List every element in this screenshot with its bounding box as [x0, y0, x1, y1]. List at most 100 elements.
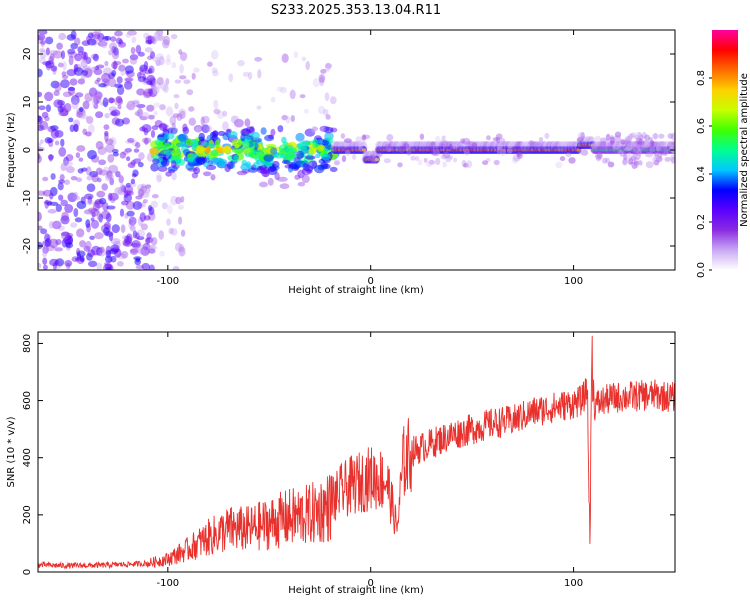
heatmap-cell: [54, 247, 63, 252]
heatmap-cell: [613, 135, 622, 143]
heatmap-cell: [46, 138, 54, 143]
heatmap-cell: [60, 199, 68, 207]
heatmap-cell: [119, 182, 125, 193]
heatmap-cell: [285, 115, 291, 124]
heatmap-cell: [109, 177, 115, 186]
heatmap-cell: [631, 161, 638, 169]
colorbar-tick-label: 0.0: [696, 262, 707, 278]
heatmap-cell: [281, 136, 287, 144]
heatmap-cell: [163, 84, 169, 94]
heatmap-cell: [73, 63, 79, 72]
heatmap-cell: [201, 115, 210, 124]
heatmap-cell: [114, 30, 123, 37]
heatmap-cell: [77, 46, 84, 53]
heatmap-cell: [333, 161, 340, 166]
heatmap-cell: [624, 137, 630, 143]
heatmap-cell: [329, 166, 338, 173]
heatmap-cell: [655, 155, 663, 163]
heatmap-cell: [111, 109, 121, 117]
heatmap-cell: [38, 154, 42, 164]
heatmap-cell: [440, 140, 449, 148]
heatmap-cell: [58, 225, 65, 232]
heatmap-cell: [49, 238, 59, 249]
heatmap-cell: [279, 183, 290, 190]
heatmap-cell: [495, 137, 501, 144]
heatmap-cell: [109, 42, 117, 51]
heatmap-cell: [277, 176, 288, 182]
heatmap-cell: [428, 159, 435, 165]
heatmap-cell: [170, 228, 178, 236]
heatmap-cell: [38, 30, 48, 35]
heatmap-cell: [453, 157, 458, 163]
heatmap-cell: [414, 156, 420, 161]
heatmap-cell: [657, 152, 663, 159]
heatmap-cell: [325, 114, 331, 120]
heatmap-cell: [117, 97, 123, 105]
heatmap-cell: [132, 99, 140, 105]
snr-x-ticks: -100 0 100: [156, 332, 583, 589]
heatmap-cell: [440, 154, 447, 160]
heatmap-cell: [127, 30, 137, 36]
heatmap-cell: [156, 175, 163, 183]
heatmap-cell: [516, 151, 522, 157]
heatmap-cell: [104, 255, 113, 263]
heatmap-cell: [58, 179, 66, 184]
colorbar-ticks: 0.0 0.2 0.4 0.6 0.8: [696, 70, 712, 278]
heatmap-cell: [159, 250, 165, 257]
heatmap-cell: [319, 76, 325, 87]
heatmap-cell: [109, 111, 118, 116]
heatmap-cell: [166, 204, 173, 215]
heatmap-cell: [93, 98, 100, 105]
heatmap-cell: [86, 253, 93, 261]
heatmap-cell: [124, 77, 134, 82]
heatmap-cell: [60, 79, 70, 89]
heatmap-cell: [217, 160, 227, 169]
heatmap-cell: [528, 140, 535, 146]
heatmap-cell: [38, 124, 45, 132]
heatmap-cell: [370, 149, 377, 158]
heatmap-cell: [200, 116, 205, 127]
heatmap-cell: [77, 168, 84, 174]
heatmap-cell: [39, 47, 45, 53]
heatmap-cell: [321, 153, 331, 161]
heatmap-cell: [139, 212, 146, 222]
heatmap-cell: [212, 70, 219, 77]
heatmap-cell: [116, 76, 123, 84]
heatmap-cell: [85, 219, 91, 228]
heatmap-cell: [511, 156, 518, 164]
heatmap-cell: [48, 220, 55, 229]
heatmap-cell: [131, 240, 141, 249]
heatmap-cell: [85, 240, 92, 251]
heatmap-cell: [513, 157, 521, 162]
heatmap-cell: [111, 224, 120, 234]
heatmap-cell: [153, 31, 161, 42]
heatmap-cell: [492, 137, 499, 142]
heatmap-cell: [631, 147, 639, 156]
heatmap-cell: [148, 88, 158, 98]
heatmap-cell: [72, 195, 81, 201]
heatmap-cell: [50, 128, 60, 139]
heatmap-cell: [135, 44, 142, 54]
heatmap-cell: [494, 136, 502, 142]
heatmap-cell: [374, 158, 379, 162]
heatmap-cell: [116, 261, 124, 267]
heatmap-cell: [153, 31, 160, 39]
heatmap-cell: [158, 122, 168, 132]
heatmap-cell: [163, 35, 171, 46]
heatmap-cell: [138, 152, 145, 161]
heatmap-cell: [51, 220, 62, 230]
heatmap-cell: [92, 90, 102, 101]
heatmap-cell: [663, 148, 669, 156]
heatmap-cell: [286, 147, 297, 153]
heatmap-cell: [150, 200, 159, 208]
heatmap-cell: [166, 54, 171, 62]
heatmap-cell: [289, 89, 296, 100]
heatmap-cell: [279, 86, 288, 94]
heatmap-cell: [87, 32, 94, 39]
heatmap-cell: [230, 115, 239, 124]
heatmap-cell: [168, 227, 174, 235]
heatmap-cell: [161, 202, 168, 210]
heatmap-cell: [87, 260, 98, 268]
heatmap-cell: [179, 64, 184, 74]
heatmap-cell: [432, 148, 441, 157]
